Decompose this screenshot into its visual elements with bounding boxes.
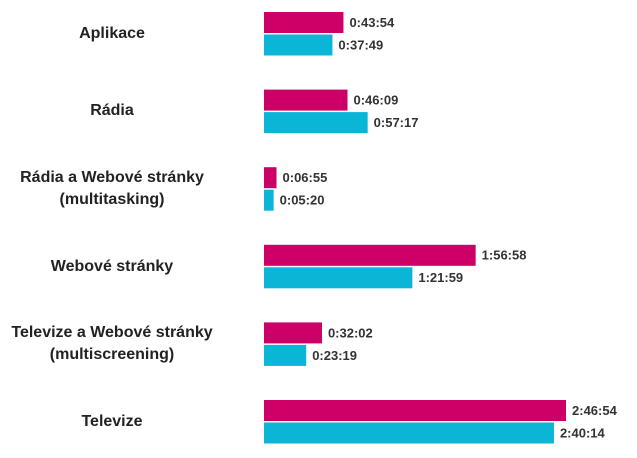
category-label: Aplikace <box>79 24 145 42</box>
category-label: Rádia a Webové stránky (multitasking) <box>20 168 204 208</box>
category-label: Rádia <box>90 102 134 120</box>
bar <box>264 167 277 189</box>
value-label: 0:46:09 <box>354 93 399 108</box>
value-label: 1:21:59 <box>418 270 463 285</box>
value-label: 0:32:02 <box>328 325 373 340</box>
category-label: Televize <box>81 412 143 430</box>
bar <box>264 189 274 211</box>
bar <box>264 322 322 344</box>
bar <box>264 89 348 111</box>
bar <box>264 344 307 366</box>
value-label: 0:37:49 <box>338 37 383 52</box>
bar <box>264 422 554 444</box>
bar <box>264 12 344 33</box>
bar <box>264 244 476 266</box>
bar <box>264 34 333 56</box>
bar <box>264 400 567 421</box>
category-label: Televize a Webové stránky (multiscreenin… <box>11 324 213 364</box>
value-label: 0:06:55 <box>283 170 328 185</box>
bar <box>264 112 368 134</box>
value-label: 2:40:14 <box>560 425 606 440</box>
value-label: 0:05:20 <box>280 193 325 208</box>
value-label: 2:46:54 <box>572 403 618 418</box>
bar <box>264 267 413 289</box>
category-label: Webové stránky <box>50 257 174 275</box>
value-label: 0:23:19 <box>312 348 357 363</box>
value-label: 0:57:17 <box>374 115 419 130</box>
value-label: 1:56:58 <box>482 248 527 263</box>
value-label: 0:43:54 <box>349 15 395 30</box>
